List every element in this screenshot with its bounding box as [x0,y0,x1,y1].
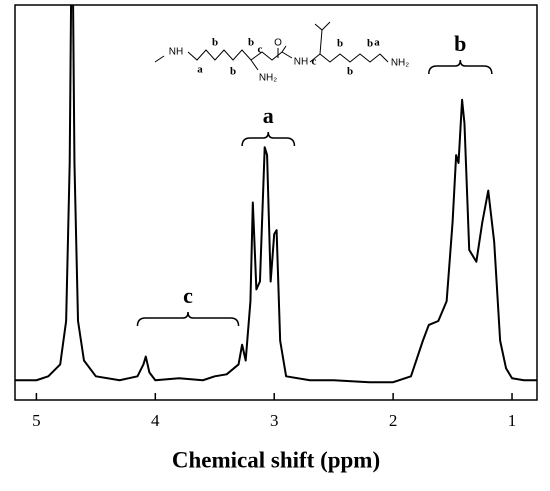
x-tick-label: 4 [151,411,160,430]
plot-area [15,5,537,384]
bracket [136,311,240,327]
x-axis-label: Chemical shift (ppm) [172,447,380,472]
spectrum-line [15,5,537,384]
structure-label: b [230,66,236,78]
structure-label: b [367,38,373,50]
structure-label: c [312,56,317,68]
structure-bonds [154,21,389,71]
bracket [428,59,493,75]
structure-label: a [197,64,203,76]
x-tick-label: 5 [32,411,41,430]
structure-label: b [337,38,343,50]
x-tick-label: 2 [389,411,398,430]
x-tick-label: 1 [508,411,517,430]
structure-label: O [274,38,282,49]
structure-label: c [258,44,263,56]
structure-label: a [374,37,380,49]
plot-frame [14,4,538,401]
bracket [241,131,296,147]
structure-label: NH [169,47,183,58]
structure-label: NH₂ [259,73,277,84]
structure-label: NH₂ [391,58,409,69]
x-tick-label: 3 [270,411,279,430]
bracket-label: b [454,31,466,56]
structure-label: b [248,37,254,49]
bracket-label: a [263,103,274,128]
structure-label: NH [294,57,308,68]
structure-label: b [212,37,218,49]
structure-label: b [347,66,353,78]
bracket-label: c [183,283,193,308]
